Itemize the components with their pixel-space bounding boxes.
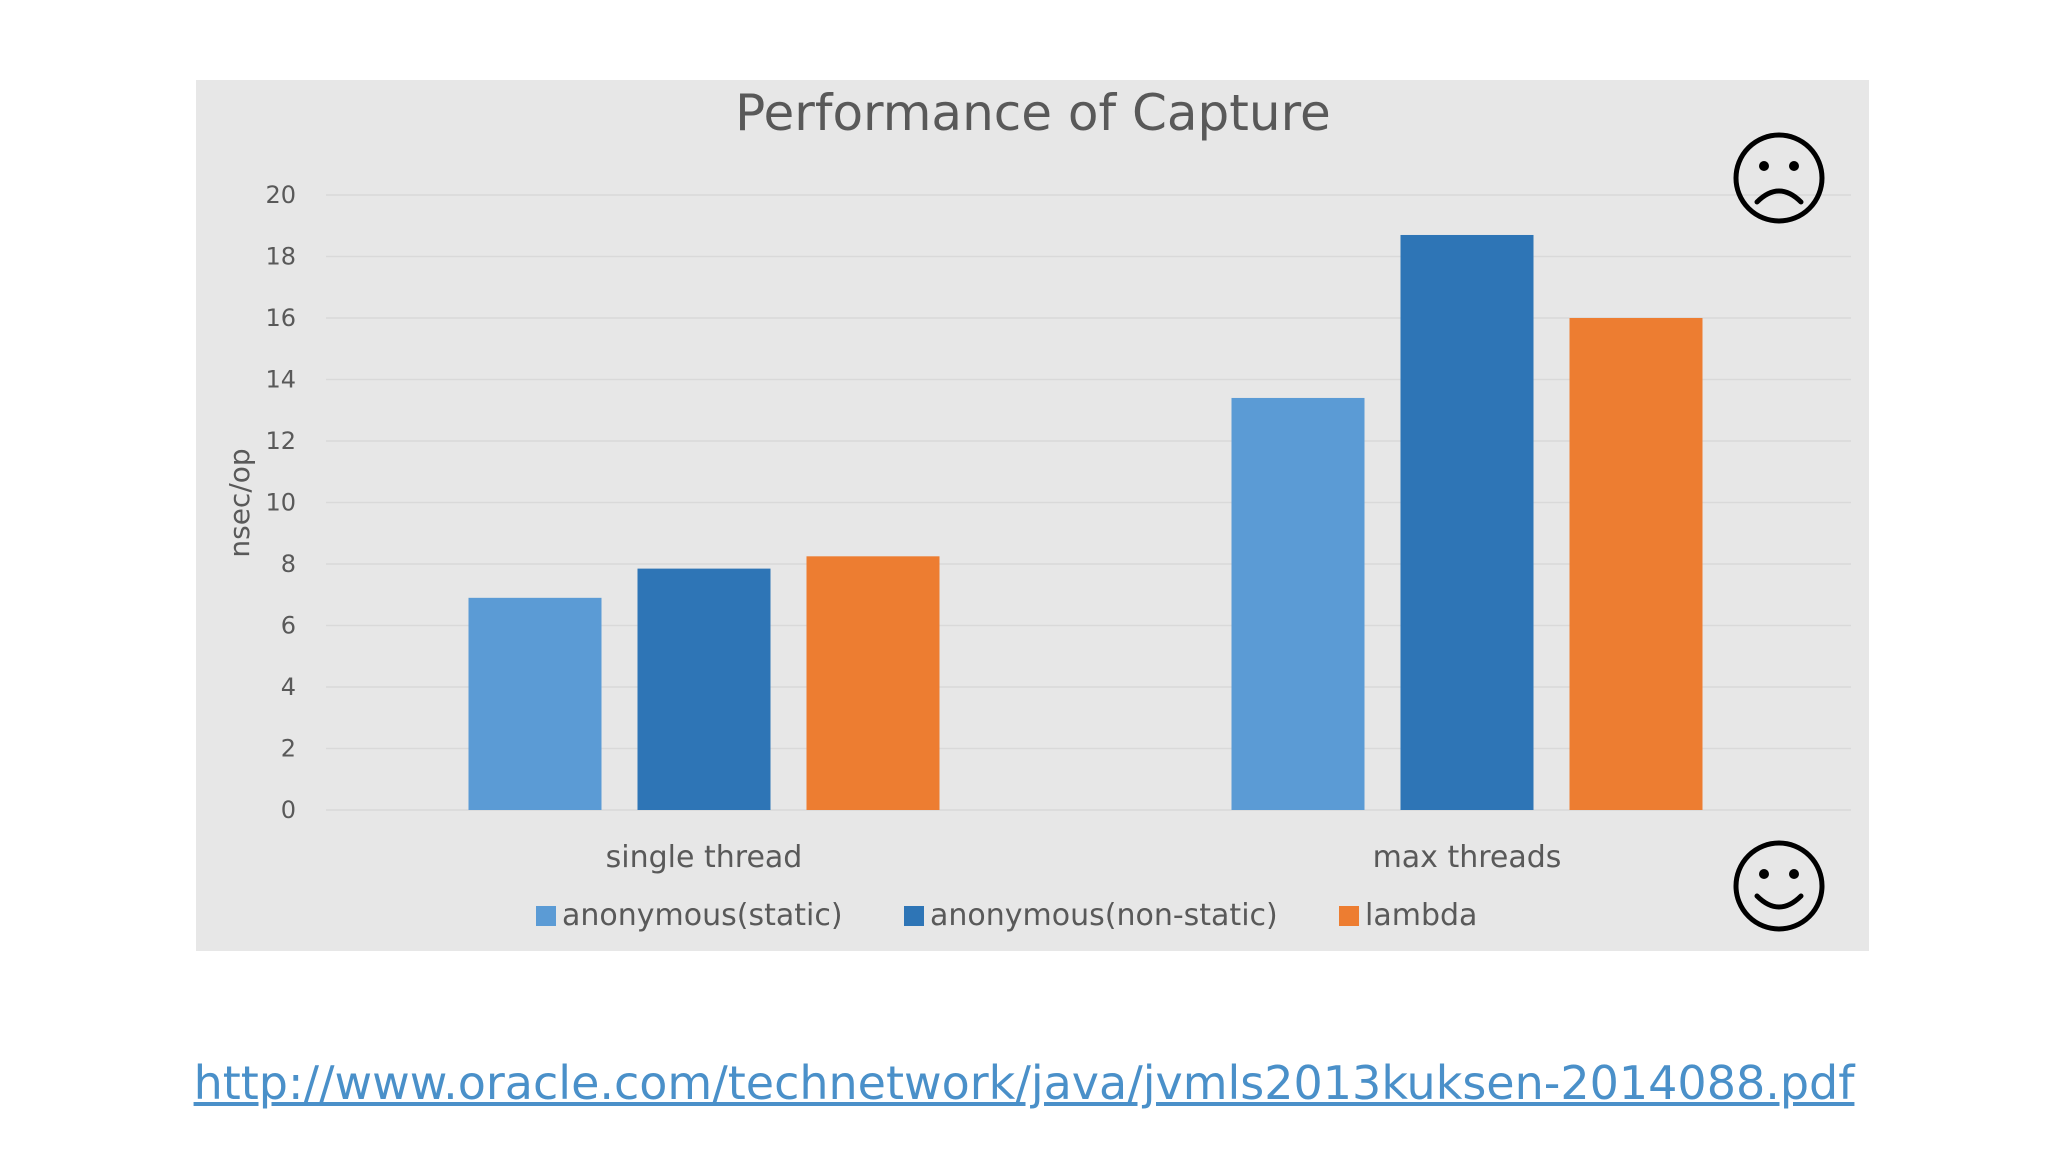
bar-chart: Performance of Capture 0 2 4 6 8 10 12 14 16 18 20…: [223, 84, 1851, 933]
x-axis-categories: single thread max threads: [606, 840, 1562, 875]
legend-label: anonymous(static): [562, 898, 843, 933]
y-tick-label: 18: [265, 243, 296, 271]
y-tick-label: 12: [265, 427, 296, 455]
y-tick-label: 20: [265, 181, 296, 209]
bar-anonymous-non-static--0: [637, 568, 771, 810]
source-link[interactable]: http://www.oracle.com/technetwork/java/j…: [193, 1056, 1855, 1110]
bar-anonymous-non-static--1: [1400, 234, 1534, 811]
legend-swatch: [904, 906, 924, 926]
legend-swatch: [536, 906, 556, 926]
y-tick-label: 16: [265, 304, 296, 332]
y-axis-ticks: 0 2 4 6 8 10 12 14 16 18 20: [265, 181, 296, 824]
x-category-label: max threads: [1373, 840, 1562, 875]
y-tick-label: 14: [265, 366, 296, 394]
smile-face-icon: [1733, 840, 1825, 932]
legend-label: lambda: [1365, 898, 1477, 933]
legend-swatch: [1339, 906, 1359, 926]
bar-anonymous-static--0: [468, 597, 602, 810]
y-tick-label: 2: [281, 735, 296, 763]
y-axis-title: nsec/op: [223, 448, 256, 557]
chart-panel: Performance of Capture 0 2 4 6 8 10 12 14 16 18 20…: [196, 80, 1869, 951]
y-tick-label: 4: [281, 673, 296, 701]
y-tick-label: 6: [281, 612, 296, 640]
legend-label: anonymous(non-static): [930, 898, 1278, 933]
y-tick-label: 8: [281, 550, 296, 578]
frown-face-icon: [1733, 132, 1825, 224]
bar-lambda-1: [1569, 318, 1703, 810]
bars: [468, 234, 1703, 811]
legend: anonymous(static) anonymous(non-static) la…: [536, 898, 1477, 933]
y-tick-label: 0: [281, 796, 296, 824]
chart-title: Performance of Capture: [735, 84, 1331, 142]
bar-anonymous-static--1: [1231, 397, 1365, 810]
y-tick-label: 10: [265, 489, 296, 517]
bar-lambda-0: [806, 556, 940, 810]
x-category-label: single thread: [606, 840, 803, 875]
